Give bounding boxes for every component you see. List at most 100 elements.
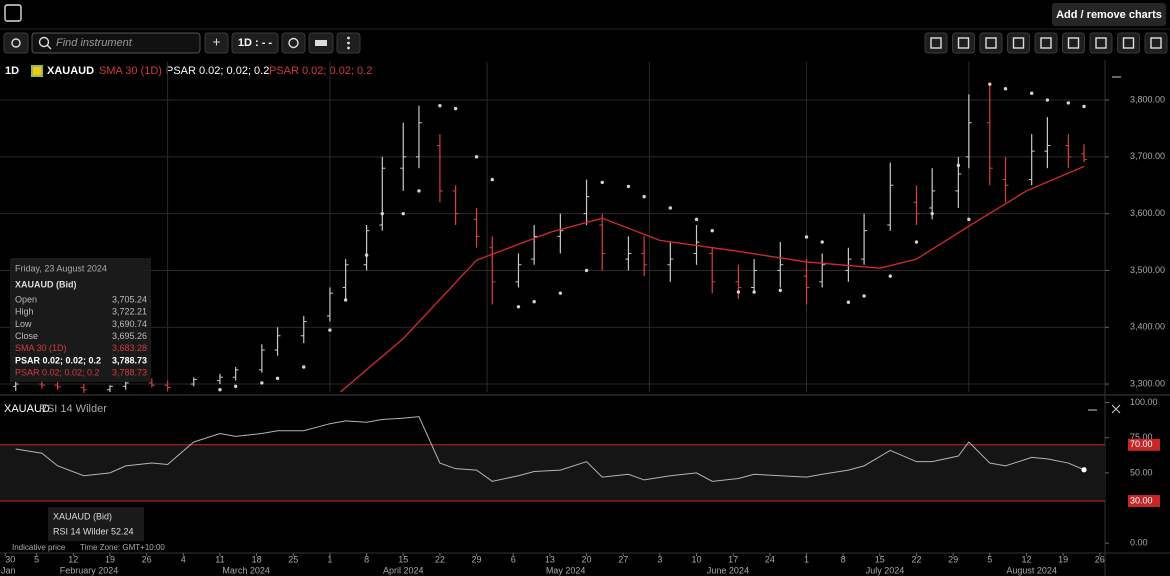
interval-button[interactable]	[231, 32, 279, 54]
legend-interval: 1D	[5, 65, 19, 77]
month-label: June 2024	[707, 565, 749, 575]
psar-dot	[438, 104, 442, 108]
x-tick-label: 5	[987, 554, 992, 564]
psar-dot	[694, 217, 699, 222]
add-button[interactable]	[204, 32, 229, 54]
tool-icon	[1012, 37, 1025, 49]
psar-dot	[275, 376, 280, 381]
psar-dot	[490, 177, 494, 182]
month-label: March 2024	[222, 565, 270, 575]
legend-symbol: XAUAUD	[47, 65, 94, 77]
tooltip-value: 3,690.74	[112, 319, 147, 329]
psar-dot	[1045, 98, 1050, 102]
psar-dot	[1029, 91, 1034, 95]
psar-dot	[364, 253, 369, 257]
psar-dot	[380, 211, 384, 216]
tooltip-value: 3,788.73	[112, 355, 147, 365]
x-tick-label: 19	[105, 554, 115, 564]
y-tick-label: 3,700.00	[1130, 151, 1165, 161]
y-tick-label: 3,800.00	[1130, 94, 1165, 104]
legend-sma: SMA 30 (1D)	[99, 65, 162, 77]
psar-dot	[218, 388, 222, 392]
timezone: Time Zone: GMT+10:00	[80, 543, 165, 552]
tool-button[interactable]	[1117, 32, 1140, 54]
tooltip-value: 3,722.21	[112, 307, 147, 317]
month-label: August 2024	[1006, 565, 1057, 575]
psar-dot	[888, 274, 892, 278]
x-tick-label: 6	[511, 554, 516, 564]
tooltip-label: Low	[15, 319, 32, 329]
search-placeholder: Find instrument	[56, 37, 133, 49]
tooltip-label: SMA 30 (1D)	[15, 343, 67, 353]
month-label: May 2024	[546, 565, 586, 575]
month-label: February 2024	[60, 565, 119, 575]
rsi-symbol: XAUAUD	[4, 403, 50, 415]
layout-icon	[315, 40, 327, 46]
x-tick-label: 26	[142, 554, 152, 564]
search-icon-handle	[46, 44, 52, 50]
tooltip-value: 3,705.24	[112, 294, 147, 304]
y-tick-label: 50.00	[1130, 467, 1153, 477]
add-icon: +	[212, 34, 220, 50]
tooltip-value: 3,695.26	[112, 331, 147, 341]
tooltip-date: Friday, 23 August 2024	[15, 263, 107, 273]
refresh-button[interactable]	[281, 32, 306, 54]
rsi-close[interactable]	[1111, 404, 1121, 414]
menu-icon	[347, 36, 350, 50]
search-icon	[38, 36, 50, 48]
y-tick-label: 3,600.00	[1130, 208, 1165, 218]
level-label: 70.00	[1130, 439, 1153, 449]
x-tick-label: 25	[288, 554, 298, 564]
tool-button[interactable]	[1144, 32, 1168, 54]
level-label-bg	[1128, 438, 1160, 451]
psar-dot	[558, 291, 563, 295]
x-tick-label: 30	[5, 554, 15, 564]
x-tick-label: 22	[435, 554, 445, 564]
tool-button[interactable]	[1007, 32, 1030, 54]
psar-dot	[862, 294, 866, 298]
x-tick-label: 1	[804, 554, 809, 564]
rsi-band	[0, 444, 1105, 501]
x-tick-label: 29	[948, 554, 958, 564]
month-label: April 2024	[383, 565, 424, 575]
level-label: 30.00	[1130, 495, 1153, 505]
psar-dot	[820, 240, 824, 244]
tool-button[interactable]	[1062, 32, 1085, 54]
tool-button[interactable]	[979, 32, 1003, 54]
tool-button[interactable]	[1034, 32, 1058, 54]
x-tick-label: 11	[215, 554, 224, 564]
rsi-title: RSI 14 Wilder	[39, 403, 107, 415]
x-tick-label: 4	[181, 554, 186, 564]
psar-dot	[626, 184, 631, 189]
psar-dot	[260, 381, 264, 385]
tool-button[interactable]	[952, 32, 975, 54]
psar-dot	[914, 240, 919, 244]
psar-dot	[736, 290, 741, 294]
y-tick-label: 3,300.00	[1130, 378, 1165, 388]
psar-dot	[584, 268, 589, 273]
psar-dot	[343, 298, 348, 302]
month-label: July 2024	[866, 565, 905, 575]
psar-dot	[302, 365, 306, 369]
add-remove-button[interactable]	[1052, 3, 1166, 26]
x-tick-label: 1	[327, 554, 332, 564]
y-tick-label: 3,400.00	[1130, 322, 1165, 332]
psar-dot	[778, 288, 783, 293]
refresh-icon	[288, 37, 299, 49]
tool-button[interactable]	[924, 32, 948, 54]
x-tick-label: 13	[545, 554, 555, 564]
tooltip-label: PSAR 0.02; 0.02; 0.2	[15, 368, 100, 378]
x-tick-label: 15	[398, 554, 408, 564]
psar-dot	[752, 290, 756, 294]
tool-button[interactable]	[1089, 32, 1113, 54]
search-box[interactable]	[31, 32, 201, 54]
popout-icon[interactable]	[4, 4, 22, 22]
psar-dot	[668, 206, 673, 210]
psar-dot	[233, 384, 238, 389]
psar-dot	[417, 189, 421, 193]
x-tick-label: 12	[68, 554, 78, 564]
legend-psar-red: PSAR 0.02; 0.02; 0.2	[269, 65, 372, 77]
psar-dot	[846, 300, 851, 304]
psar-dot	[453, 106, 458, 111]
link-button[interactable]	[3, 32, 29, 54]
